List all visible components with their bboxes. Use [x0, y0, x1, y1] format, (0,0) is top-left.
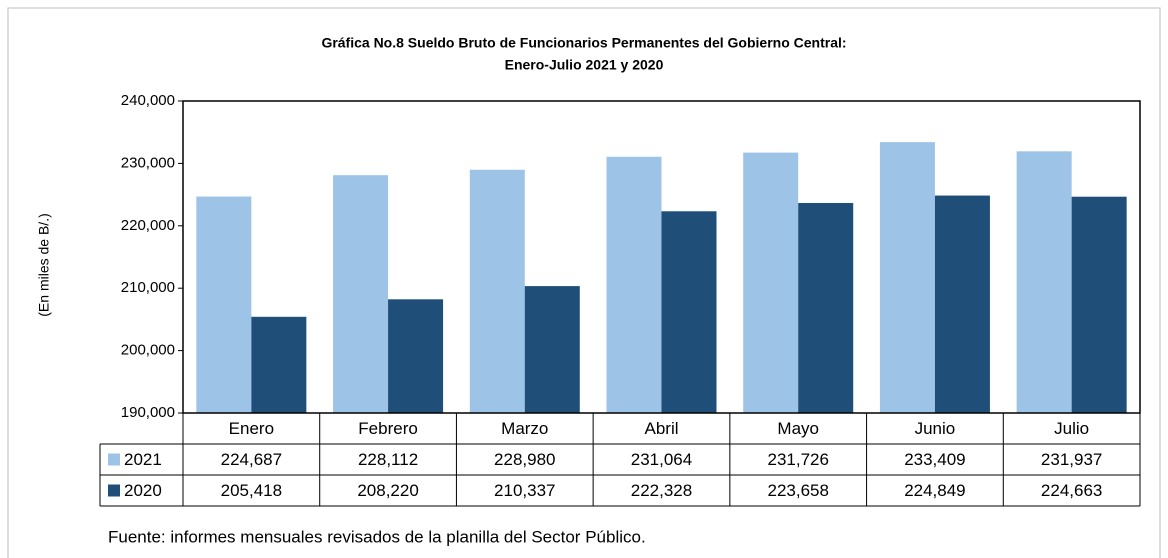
chart-title: Enero-Julio 2021 y 2020 [505, 57, 664, 73]
y-tick-label: 230,000 [121, 154, 175, 171]
y-axis-label: (En miles de B/.) [36, 213, 52, 316]
plot-frame [182, 100, 1141, 414]
legend-swatch [108, 484, 120, 497]
data-label: 222,328 [631, 481, 692, 500]
data-label: 224,687 [221, 450, 282, 469]
bar [251, 316, 307, 413]
data-label: 224,663 [1041, 481, 1102, 500]
x-tick-label: Abril [644, 419, 678, 438]
data-label: 233,409 [904, 450, 965, 469]
x-tick-label: Enero [229, 419, 274, 438]
y-tick-label: 190,000 [121, 404, 175, 421]
data-label: 228,980 [494, 450, 555, 469]
data-label: 223,658 [767, 481, 828, 500]
bar [524, 286, 580, 413]
y-tick-label: 240,000 [121, 92, 175, 109]
bar [1071, 196, 1127, 413]
bar [743, 152, 799, 413]
data-label: 231,064 [631, 450, 692, 469]
bar [388, 299, 444, 413]
bar [879, 142, 935, 413]
x-tick-label: Febrero [358, 419, 418, 438]
y-tick-label: 210,000 [121, 279, 175, 296]
bar [606, 156, 662, 414]
x-tick-label: Julio [1054, 419, 1089, 438]
x-tick-label: Mayo [777, 419, 819, 438]
bar [661, 211, 717, 413]
source-note: Fuente: informes mensuales revisados de … [108, 527, 646, 546]
bar [333, 175, 389, 413]
bar [934, 195, 990, 413]
data-label: 228,112 [358, 450, 418, 469]
legend-label: 2021 [124, 450, 162, 469]
bar [469, 169, 525, 413]
x-tick-label: Marzo [501, 419, 548, 438]
x-tick-label: Junio [915, 419, 956, 438]
y-tick-label: 220,000 [121, 217, 175, 234]
data-label: 210,337 [494, 481, 555, 500]
chart-title: Gráfica No.8 Sueldo Bruto de Funcionario… [321, 35, 846, 51]
bar [1016, 151, 1072, 414]
data-label: 205,418 [221, 481, 282, 500]
legend-swatch [108, 453, 120, 466]
data-label: 231,726 [767, 450, 828, 469]
data-label: 224,849 [904, 481, 965, 500]
legend-label: 2020 [124, 481, 162, 500]
bar [196, 196, 252, 413]
y-tick-label: 200,000 [121, 342, 175, 359]
bar [798, 202, 854, 413]
data-label: 208,220 [357, 481, 418, 500]
data-label: 231,937 [1041, 450, 1102, 469]
